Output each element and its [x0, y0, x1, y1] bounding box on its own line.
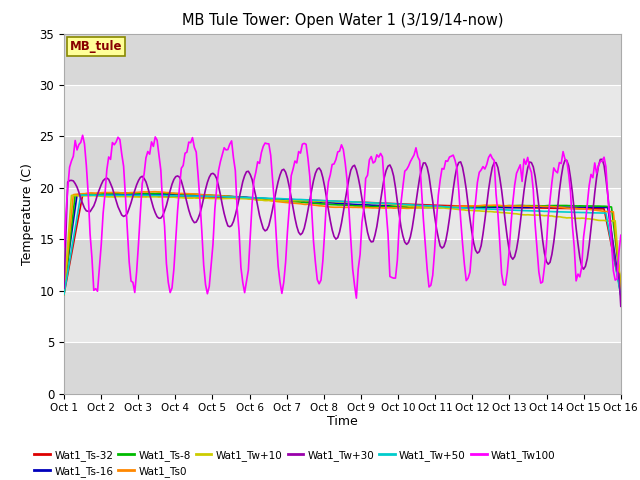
Title: MB Tule Tower: Open Water 1 (3/19/14-now): MB Tule Tower: Open Water 1 (3/19/14-now…	[182, 13, 503, 28]
Legend: Wat1_Ts-32, Wat1_Ts-16, Wat1_Ts-8, Wat1_Ts0, Wat1_Tw+10, Wat1_Tw+30, Wat1_Tw+50,: Wat1_Ts-32, Wat1_Ts-16, Wat1_Ts-8, Wat1_…	[30, 445, 559, 480]
Text: MB_tule: MB_tule	[70, 40, 122, 53]
Bar	[64, 136, 621, 188]
Bar	[64, 342, 621, 394]
X-axis label: Time: Time	[327, 415, 358, 428]
Bar	[64, 85, 621, 136]
Y-axis label: Temperature (C): Temperature (C)	[21, 163, 34, 264]
Bar	[64, 188, 621, 240]
Bar	[64, 34, 621, 85]
Bar	[64, 291, 621, 342]
Bar	[64, 240, 621, 291]
